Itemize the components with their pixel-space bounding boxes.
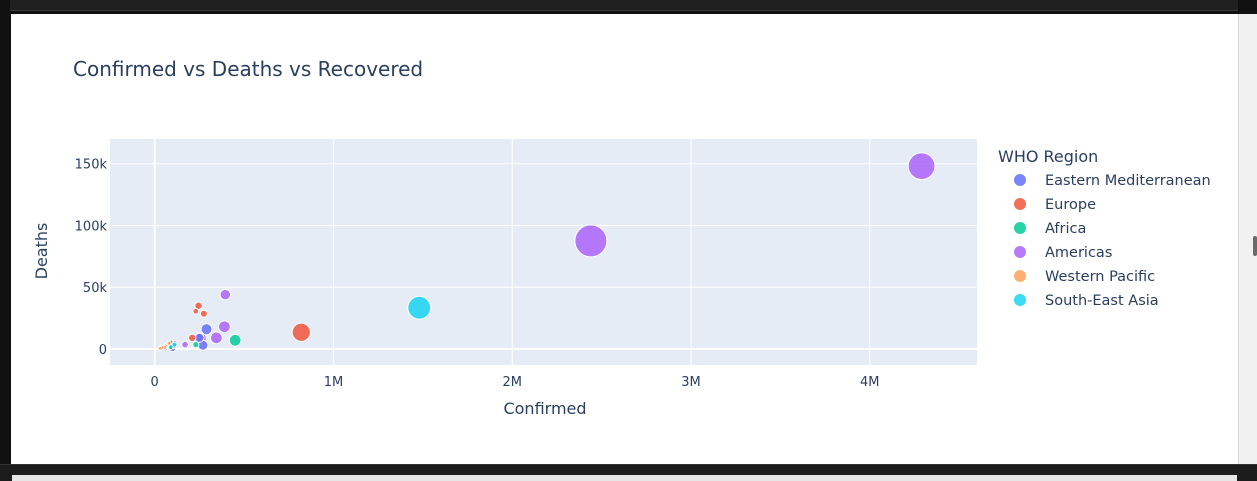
grid-lines [110, 139, 977, 365]
legend-label: South-East Asia [1045, 293, 1159, 309]
x-tick-label: 2M [502, 375, 522, 390]
data-point-africa[interactable] [192, 341, 200, 349]
legend-label: Western Pacific [1045, 269, 1155, 285]
data-point-western-pacific[interactable] [166, 340, 172, 346]
legend-item-western-pacific[interactable]: Western Pacific [1014, 269, 1155, 285]
data-point-americas[interactable] [574, 224, 608, 258]
data-point-africa[interactable] [228, 333, 242, 347]
x-tick-label: 4M [860, 375, 880, 390]
data-point-americas[interactable] [209, 331, 223, 345]
legend-marker [1014, 198, 1026, 210]
legend-marker [1014, 222, 1026, 234]
data-point-south-east-asia[interactable] [407, 295, 432, 320]
data-points[interactable] [157, 152, 936, 353]
y-tick-label: 50k [83, 281, 108, 296]
legend-label: Americas [1045, 245, 1112, 261]
legend-marker [1014, 174, 1026, 186]
legend-item-americas[interactable]: Americas [1014, 245, 1112, 261]
data-point-eastern-mediterranean[interactable] [200, 323, 213, 336]
x-axis-label: Confirmed [503, 399, 586, 418]
legend: WHO Region Eastern Mediterranean Europe Af… [998, 147, 1211, 309]
legend-item-eastern-mediterranean[interactable]: Eastern Mediterranean [1014, 173, 1211, 189]
legend-item-south-east-asia[interactable]: South-East Asia [1014, 293, 1159, 309]
legend-label: Africa [1045, 221, 1086, 237]
bottom-strip [0, 464, 1257, 481]
legend-item-europe[interactable]: Europe [1014, 197, 1096, 213]
legend-label: Europe [1045, 197, 1096, 213]
data-point-europe[interactable] [192, 307, 200, 315]
data-point-americas[interactable] [218, 320, 231, 334]
scrollbar-thumb[interactable] [1253, 236, 1257, 256]
legend-marker [1014, 270, 1026, 282]
browser-top-strip [10, 0, 1238, 11]
legend-title: WHO Region [998, 147, 1098, 166]
legend-label: Eastern Mediterranean [1045, 173, 1211, 189]
scatter-chart: Confirmed vs Deaths vs Recovered 0 1M 2M 3M… [32, 57, 1211, 418]
data-point-western-pacific[interactable] [157, 345, 163, 351]
legend-item-africa[interactable]: Africa [1014, 221, 1086, 237]
legend-marker [1014, 246, 1026, 258]
y-tick-label: 150k [75, 158, 108, 173]
bottom-output-area [12, 475, 1237, 481]
data-point-europe[interactable] [188, 333, 197, 343]
y-tick-label: 0 [99, 343, 107, 358]
data-point-europe[interactable] [291, 322, 311, 342]
y-tick-label: 100k [75, 219, 108, 234]
right-scrollbar-track[interactable] [1238, 14, 1257, 464]
axis-ticks: 0 1M 2M 3M 4M 0 50k 100k 150k [75, 158, 880, 390]
x-tick-label: 0 [151, 375, 159, 390]
y-axis-label: Deaths [32, 223, 51, 280]
data-point-americas[interactable] [907, 152, 936, 181]
data-point-europe[interactable] [199, 309, 208, 318]
legend-marker [1014, 294, 1026, 306]
x-tick-label: 1M [324, 375, 344, 390]
data-point-americas[interactable] [219, 288, 232, 301]
chart-panel: Confirmed vs Deaths vs Recovered 0 1M 2M 3M… [11, 14, 1238, 464]
legend-items[interactable]: Eastern Mediterranean Europe Africa America… [1014, 173, 1211, 309]
x-tick-label: 3M [681, 375, 701, 390]
plot-area [110, 139, 977, 365]
data-point-americas[interactable] [181, 340, 189, 349]
chart-title: Confirmed vs Deaths vs Recovered [73, 57, 423, 81]
